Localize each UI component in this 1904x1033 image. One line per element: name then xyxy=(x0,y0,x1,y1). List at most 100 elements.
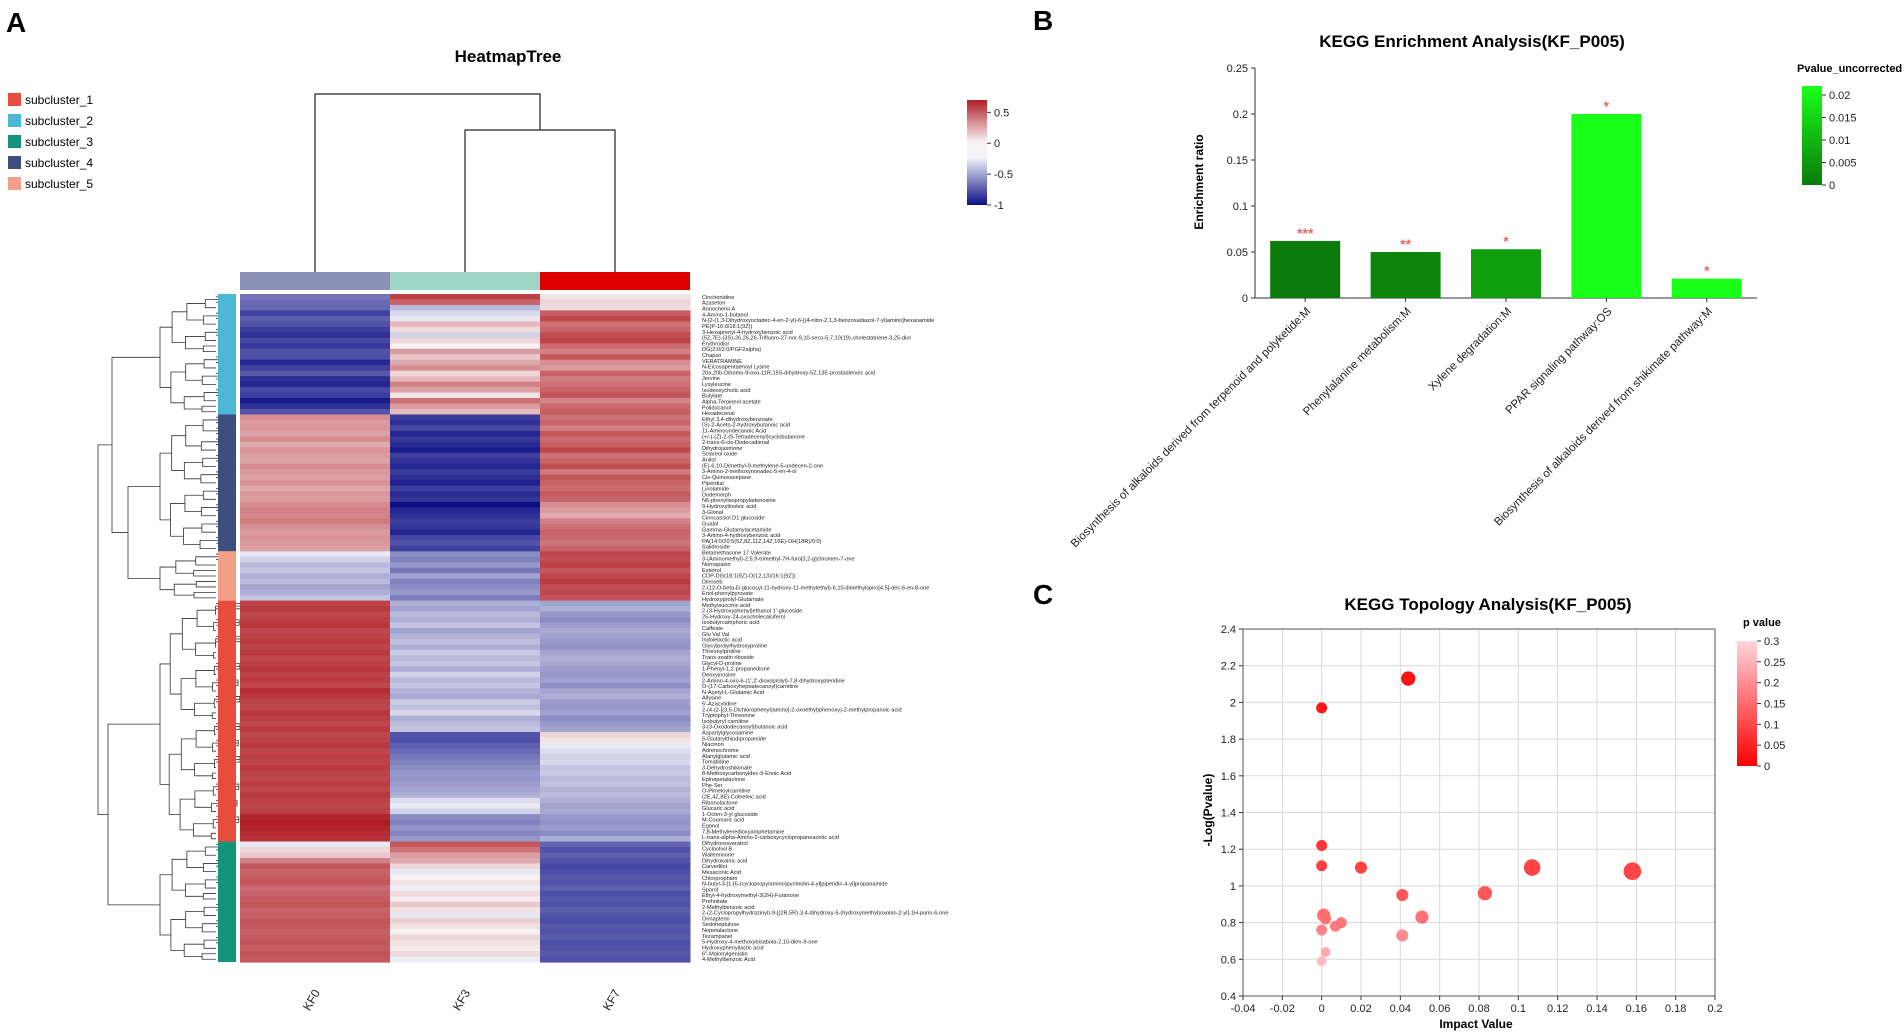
heatmap-cell xyxy=(390,912,541,919)
significance-label: *** xyxy=(1297,225,1314,241)
compound-label: PE(P-16:0/18:1(9Z)) xyxy=(702,324,753,330)
scale-tick-label: 0 xyxy=(994,138,1000,150)
heatmap-cell xyxy=(240,381,391,388)
heatmap-cell xyxy=(540,589,691,596)
heatmap-cell xyxy=(390,419,541,427)
row-dendro-link xyxy=(195,556,222,566)
heatmap-cell xyxy=(540,682,691,689)
enrichment-bars: ***** *** xyxy=(1270,98,1742,298)
heatmap-cell xyxy=(540,649,691,656)
topology-point xyxy=(1623,862,1642,881)
heatmap-cell xyxy=(240,825,391,832)
panel-label-a: A xyxy=(6,7,26,38)
column-group-swatch xyxy=(390,272,540,290)
heatmap-cell xyxy=(240,912,391,919)
heatmap-cell xyxy=(390,819,541,826)
heatmap-cell xyxy=(390,304,541,312)
compound-label: Egonol xyxy=(702,823,719,829)
compound-label: Anilol xyxy=(702,458,716,464)
heatmap-cell xyxy=(390,721,541,728)
heatmap-cell xyxy=(240,797,391,804)
column-group-swatch xyxy=(240,272,390,290)
heatmap-cell xyxy=(390,321,541,328)
heatmap-cell xyxy=(240,491,391,498)
row-dendro-link xyxy=(107,723,160,906)
heatmap-cell xyxy=(240,814,391,821)
row-dendro-link xyxy=(201,923,228,933)
legend-label: subcluster_1 xyxy=(25,93,93,107)
heatmap-cell xyxy=(390,474,541,481)
heatmap-cell xyxy=(240,940,391,947)
row-dendro-link xyxy=(203,359,230,369)
heatmap-cell xyxy=(240,841,391,848)
heatmap-cell xyxy=(240,857,391,865)
heatmap-cell xyxy=(240,682,391,689)
heatmap-cell xyxy=(540,430,691,437)
row-dendro-link xyxy=(111,356,160,533)
compound-label: Deoxyinosine xyxy=(702,672,736,678)
topology-x-tick-label: 0.1 xyxy=(1511,1003,1526,1015)
compound-label: Tryptophyl-Threonine xyxy=(702,713,755,719)
topology-y-label: -Log(Pvalue) xyxy=(1201,774,1215,847)
heatmap-cell xyxy=(240,337,391,344)
compound-label: N-[2-(1,3-Dihydroxyoctadec-4-en-2-yl)-6-… xyxy=(702,318,934,324)
topology-colorbar-tick-label: 0.05 xyxy=(1764,740,1785,752)
heatmap-cell xyxy=(540,294,691,301)
compound-label: Hydroxyprolyl-Glutamate xyxy=(702,597,764,603)
heatmap-cell xyxy=(390,403,541,410)
heatmap-cell xyxy=(240,775,391,782)
topology-y-tick-label: 1.2 xyxy=(1221,844,1236,856)
cluster-bar-segment xyxy=(218,600,236,842)
compound-label: Jervine xyxy=(702,376,720,382)
row-dendro-link xyxy=(210,832,216,840)
heatmap-cell xyxy=(540,699,691,706)
compound-label: VERATRAMINE xyxy=(702,359,742,365)
heatmap-cell xyxy=(540,507,691,514)
compound-label: N-Eicosapentaenoyl Lysine xyxy=(702,365,770,371)
heatmap-cell xyxy=(390,742,541,750)
topology-x-tick-label: 0.08 xyxy=(1468,1003,1489,1015)
row-dendro-link xyxy=(185,363,205,381)
heatmap-cell xyxy=(390,814,541,821)
legend-label: subcluster_5 xyxy=(25,177,93,191)
heatmap-cell xyxy=(240,671,391,678)
row-dendro-link xyxy=(194,702,215,717)
heatmap-cell xyxy=(240,441,391,448)
heatmap-cell xyxy=(540,387,691,394)
heatmap-cell xyxy=(390,354,541,361)
compound-label: 9-Hydroxylinoleic acid xyxy=(702,504,756,510)
heatmap-cell xyxy=(540,737,691,744)
compound-label: Isodeoxycholic acid xyxy=(702,388,751,394)
heatmap-cell xyxy=(540,403,691,410)
heatmap-cell xyxy=(240,644,391,651)
heatmap-cell xyxy=(390,387,541,394)
heatmap-cell xyxy=(240,951,391,958)
heatmap-cell xyxy=(540,847,691,854)
compound-label: Ribonolactone xyxy=(702,800,738,806)
heatmap-cell xyxy=(240,622,391,629)
row-dendro-link xyxy=(213,652,216,659)
heatmap-cell xyxy=(240,436,391,443)
heatmap-cell xyxy=(540,808,691,815)
row-dendro-link xyxy=(159,874,173,936)
heatmap-cell xyxy=(390,863,541,870)
heatmap-cell xyxy=(240,611,391,618)
scale-tick-label: 0.5 xyxy=(994,107,1009,119)
heatmap-cell xyxy=(540,715,691,722)
topology-point xyxy=(1354,861,1368,874)
compound-label: Erythrodiol xyxy=(702,341,729,347)
enrichment-colorbar-tick-label: 0.02 xyxy=(1829,90,1850,102)
heatmap-cell xyxy=(240,896,391,903)
enrichment-colorbar-tick-label: 0.01 xyxy=(1829,135,1850,147)
enrichment-y-tick-label: 0.2 xyxy=(1233,109,1248,121)
heatmap-cell xyxy=(240,770,391,777)
topology-x-tick-label: 0.02 xyxy=(1350,1003,1371,1015)
heatmap-cell xyxy=(540,852,691,859)
heatmap-cell xyxy=(540,836,691,843)
heatmap-title: HeatmapTree xyxy=(455,47,562,66)
heatmap-cell xyxy=(390,655,541,662)
compound-label: N6-phenylisopropyladenosine xyxy=(702,498,776,504)
legend-swatch xyxy=(8,114,21,127)
significance-label: * xyxy=(1503,233,1509,249)
compound-label: Polidocanol xyxy=(702,405,731,411)
